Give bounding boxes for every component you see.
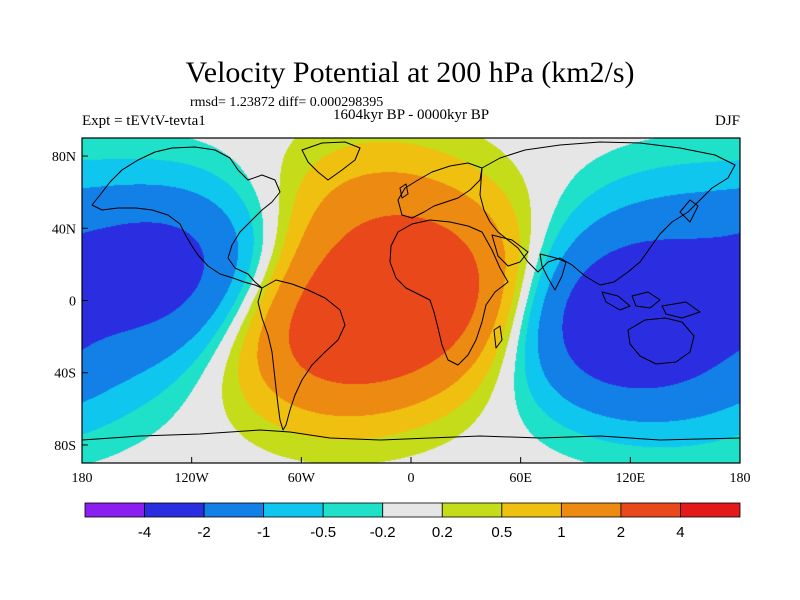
season-label: DJF: [715, 113, 740, 129]
colorbar-swatch: [263, 502, 324, 518]
x-tick-label: 120E: [616, 471, 646, 486]
colorbar-label: -1: [257, 524, 270, 541]
contour-field: [82, 138, 740, 463]
colorbar-swatch: [203, 502, 265, 518]
colorbar-label: -0.2: [370, 524, 396, 541]
colorbar-swatch: [680, 502, 741, 518]
latitude-axis: 80N 40N 0 40S 80S: [52, 150, 88, 454]
rmsd-stats: rmsd= 1.23872 diff= 0.000298395: [190, 95, 383, 110]
x-tick-label: 60E: [509, 471, 532, 486]
colorbar-label: 0.5: [491, 524, 512, 541]
colorbar-swatch: [441, 502, 503, 518]
colorbar-swatch: [382, 502, 443, 518]
colorbar-swatch: [560, 502, 622, 518]
y-tick-label: 40N: [52, 222, 76, 237]
coastlines: [82, 141, 740, 441]
colorbar-swatch: [501, 502, 562, 518]
colorbar-label: 1: [557, 524, 565, 541]
colorbar-label: -2: [197, 524, 210, 541]
colorbar-label: 4: [676, 524, 684, 541]
chart-title: Velocity Potential at 200 hPa (km2/s): [185, 56, 634, 89]
x-tick-label: 0: [408, 471, 415, 486]
y-tick-label: 40S: [54, 367, 76, 382]
colorbar-swatch: [84, 502, 145, 518]
longitude-axis: 180 120W 60W 0 60E 120E 180: [72, 457, 751, 486]
x-tick-label: 60W: [288, 471, 316, 486]
colorbar-label: -0.5: [310, 524, 336, 541]
colorbar-label: -4: [138, 524, 151, 541]
colorbar-label: 2: [617, 524, 625, 541]
period-label: 1604kyr BP - 0000kyr BP: [333, 107, 489, 123]
experiment-label: Expt = tEVtV-tevta1: [82, 113, 206, 129]
field-raster: [82, 138, 740, 463]
colorbar: -4 -2 -1 -0.5 -0.2 0.2 0.5 1 2 4: [84, 502, 741, 541]
y-tick-label: 80N: [52, 150, 76, 165]
x-tick-label: 180: [72, 471, 93, 486]
colorbar-swatch: [620, 502, 681, 518]
colorbar-label: 0.2: [432, 524, 453, 541]
colorbar-swatch: [144, 502, 205, 518]
x-tick-label: 180: [730, 471, 751, 486]
colorbar-swatch: [322, 502, 384, 518]
y-tick-label: 80S: [54, 439, 76, 454]
x-tick-label: 120W: [175, 471, 210, 486]
y-tick-label: 0: [69, 295, 76, 310]
